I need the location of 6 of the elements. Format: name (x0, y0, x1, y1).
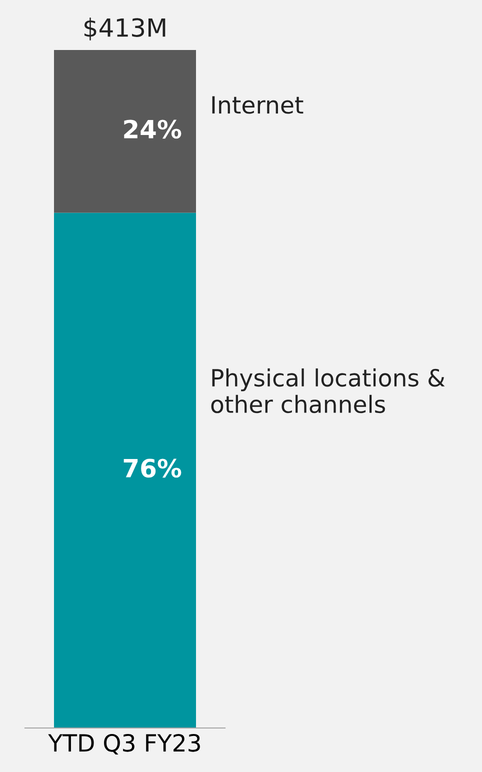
series-label: Physical locations & other channels (211, 368, 445, 414)
data-label: 24% (124, 120, 182, 139)
series-label: Internet (212, 96, 304, 114)
text: $413M (84, 18, 166, 40)
x-tick-label: YTD Q3 FY23 (48, 734, 200, 755)
data-label: 76% (124, 458, 182, 478)
